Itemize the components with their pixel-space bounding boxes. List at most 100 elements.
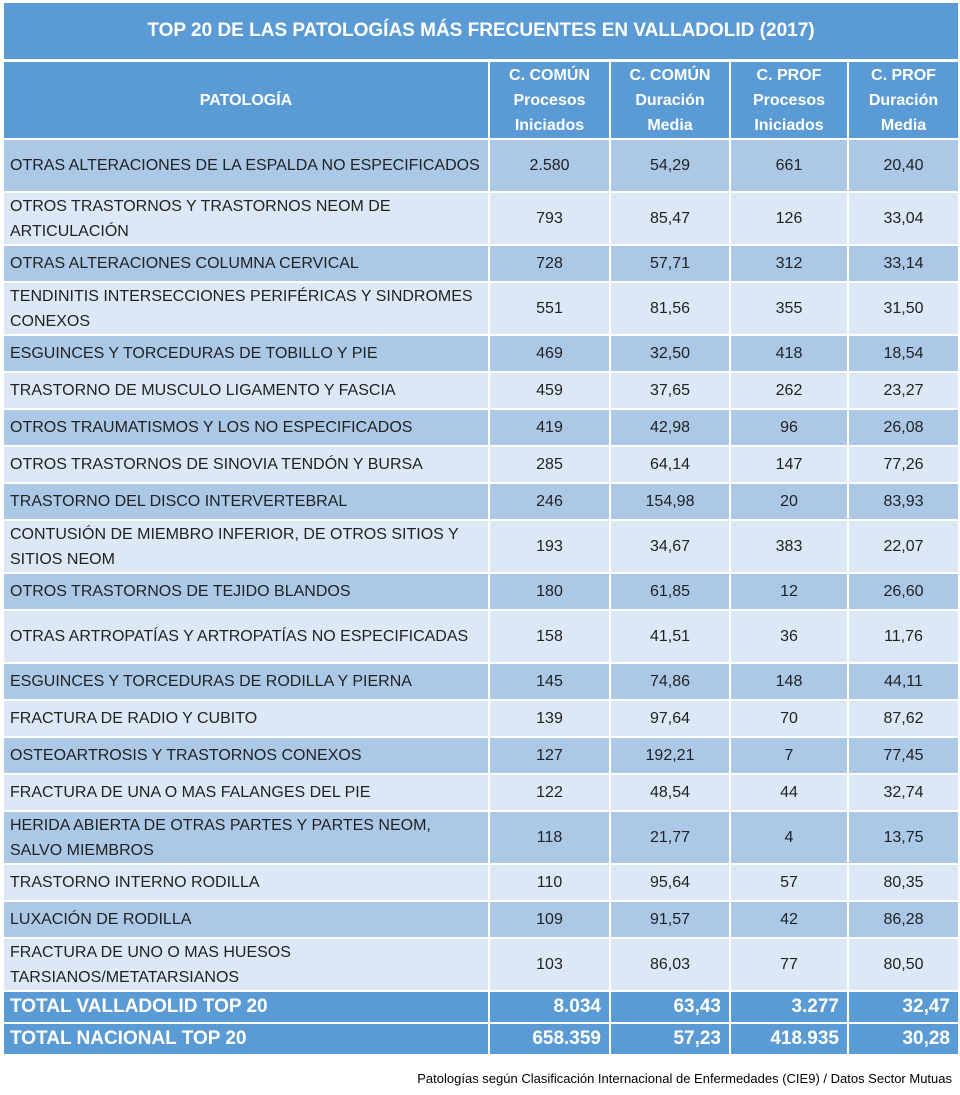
pathology-name: CONTUSIÓN DE MIEMBRO INFERIOR, DE OTROS …: [4, 521, 488, 572]
cp-procesos: 4: [731, 812, 847, 863]
cc-duracion: 57,71: [611, 246, 729, 281]
table-row: CONTUSIÓN DE MIEMBRO INFERIOR, DE OTROS …: [4, 521, 958, 572]
cc-procesos: 127: [490, 738, 609, 773]
table-row: OTRAS ALTERACIONES COLUMNA CERVICAL 728 57…: [4, 246, 958, 281]
cp-duracion: 80,35: [849, 865, 958, 900]
cc-procesos: 109: [490, 902, 609, 937]
cp-duracion: 32,74: [849, 775, 958, 810]
cp-duracion: 13,75: [849, 812, 958, 863]
table-row: OTROS TRASTORNOS DE SINOVIA TENDÓN Y BUR…: [4, 447, 958, 482]
pathology-name: TRASTORNO DEL DISCO INTERVERTEBRAL: [4, 484, 488, 519]
cc-procesos: 139: [490, 701, 609, 736]
table-row: LUXACIÓN DE RODILLA 109 91,57 42 86,28: [4, 902, 958, 937]
cp-procesos: 262: [731, 373, 847, 408]
cp-duracion: 87,62: [849, 701, 958, 736]
cc-procesos: 469: [490, 336, 609, 371]
table-row: OTRAS ALTERACIONES DE LA ESPALDA NO ESPE…: [4, 140, 958, 191]
cp-duracion: 26,60: [849, 574, 958, 609]
table-row: TENDINITIS INTERSECCIONES PERIFÉRICAS Y …: [4, 283, 958, 334]
cp-procesos: 418: [731, 336, 847, 371]
cp-duracion: 33,04: [849, 193, 958, 244]
pathology-name: ESGUINCES Y TORCEDURAS DE TOBILLO Y PIE: [4, 336, 488, 371]
cc-duracion: 21,77: [611, 812, 729, 863]
pathology-name: OTROS TRASTORNOS DE SINOVIA TENDÓN Y BUR…: [4, 447, 488, 482]
cc-duracion: 61,85: [611, 574, 729, 609]
cp-procesos: 7: [731, 738, 847, 773]
cc-duracion: 86,03: [611, 939, 729, 990]
cp-procesos: 126: [731, 193, 847, 244]
pathology-name: OTROS TRASTORNOS DE TEJIDO BLANDOS: [4, 574, 488, 609]
footnote: Patologías según Clasificación Internaci…: [417, 1071, 952, 1086]
total-cc-procesos: 8.034: [490, 992, 609, 1022]
table-row: FRACTURA DE UNO O MAS HUESOS TARSIANOS/M…: [4, 939, 958, 990]
cp-duracion: 77,26: [849, 447, 958, 482]
cc-duracion: 81,56: [611, 283, 729, 334]
table-row: OTROS TRAUMATISMOS Y LOS NO ESPECIFICADO…: [4, 410, 958, 445]
table-row: TRASTORNO DEL DISCO INTERVERTEBRAL 246 154…: [4, 484, 958, 519]
pathology-name: OTROS TRAUMATISMOS Y LOS NO ESPECIFICADO…: [4, 410, 488, 445]
cc-procesos: 145: [490, 664, 609, 699]
pathology-name: LUXACIÓN DE RODILLA: [4, 902, 488, 937]
total-cp-duracion: 32,47: [849, 992, 958, 1022]
cp-procesos: 147: [731, 447, 847, 482]
cc-duracion: 91,57: [611, 902, 729, 937]
pathology-name: HERIDA ABIERTA DE OTRAS PARTES Y PARTES …: [4, 812, 488, 863]
cc-duracion: 74,86: [611, 664, 729, 699]
cc-procesos: 246: [490, 484, 609, 519]
table-row: HERIDA ABIERTA DE OTRAS PARTES Y PARTES …: [4, 812, 958, 863]
cp-procesos: 70: [731, 701, 847, 736]
pathology-name: OTRAS ALTERACIONES DE LA ESPALDA NO ESPE…: [4, 140, 488, 191]
table-row: FRACTURA DE RADIO Y CUBITO 139 97,64 70 87,6…: [4, 701, 958, 736]
cc-procesos: 419: [490, 410, 609, 445]
cp-procesos: 12: [731, 574, 847, 609]
total-row: TOTAL VALLADOLID TOP 20 8.034 63,43 3.277 32…: [4, 992, 958, 1022]
cc-duracion: 41,51: [611, 611, 729, 662]
pathology-name: FRACTURA DE RADIO Y CUBITO: [4, 701, 488, 736]
cp-procesos: 312: [731, 246, 847, 281]
cc-procesos: 551: [490, 283, 609, 334]
header-cp-duracion: C. PROF Duración Media: [849, 62, 958, 138]
header-row: PATOLOGÍA C. COMÚN Procesos Iniciados C.…: [4, 62, 958, 138]
pathology-name: TENDINITIS INTERSECCIONES PERIFÉRICAS Y …: [4, 283, 488, 334]
cp-procesos: 44: [731, 775, 847, 810]
cp-procesos: 148: [731, 664, 847, 699]
cp-duracion: 80,50: [849, 939, 958, 990]
total-cp-duracion: 30,28: [849, 1024, 958, 1054]
cp-procesos: 383: [731, 521, 847, 572]
pathology-name: FRACTURA DE UNA O MAS FALANGES DEL PIE: [4, 775, 488, 810]
cp-duracion: 33,14: [849, 246, 958, 281]
header-cp-procesos: C. PROF Procesos Iniciados: [731, 62, 847, 138]
table-title: TOP 20 DE LAS PATOLOGÍAS MÁS FRECUENTES …: [4, 3, 958, 59]
cp-procesos: 42: [731, 902, 847, 937]
cc-procesos: 158: [490, 611, 609, 662]
cp-duracion: 22,07: [849, 521, 958, 572]
cp-procesos: 57: [731, 865, 847, 900]
table-row: FRACTURA DE UNA O MAS FALANGES DEL PIE 12…: [4, 775, 958, 810]
header-cc-procesos: C. COMÚN Procesos Iniciados: [490, 62, 609, 138]
cc-procesos: 285: [490, 447, 609, 482]
cc-duracion: 54,29: [611, 140, 729, 191]
cc-duracion: 192,21: [611, 738, 729, 773]
cc-procesos: 110: [490, 865, 609, 900]
table-row: OTRAS ARTROPATÍAS Y ARTROPATÍAS NO ESPEC…: [4, 611, 958, 662]
cc-procesos: 193: [490, 521, 609, 572]
cc-procesos: 118: [490, 812, 609, 863]
table-row: OTROS TRASTORNOS DE TEJIDO BLANDOS 180 61,…: [4, 574, 958, 609]
cp-procesos: 36: [731, 611, 847, 662]
cp-duracion: 20,40: [849, 140, 958, 191]
total-cp-procesos: 3.277: [731, 992, 847, 1022]
table-row: OSTEOARTROSIS Y TRASTORNOS CONEXOS 127 192…: [4, 738, 958, 773]
pathologies-table: PATOLOGÍA C. COMÚN Procesos Iniciados C.…: [2, 60, 960, 1056]
total-pathology-name: TOTAL VALLADOLID TOP 20: [4, 992, 488, 1022]
cc-duracion: 48,54: [611, 775, 729, 810]
total-cc-duracion: 57,23: [611, 1024, 729, 1054]
cc-duracion: 37,65: [611, 373, 729, 408]
cc-procesos: 103: [490, 939, 609, 990]
cc-duracion: 95,64: [611, 865, 729, 900]
cp-duracion: 83,93: [849, 484, 958, 519]
cp-procesos: 661: [731, 140, 847, 191]
cp-duracion: 26,08: [849, 410, 958, 445]
cc-procesos: 2.580: [490, 140, 609, 191]
cc-duracion: 42,98: [611, 410, 729, 445]
cc-duracion: 97,64: [611, 701, 729, 736]
